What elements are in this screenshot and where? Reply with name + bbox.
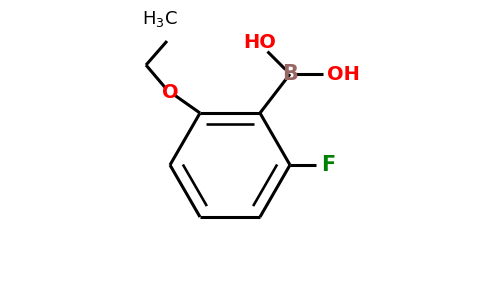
Text: O: O xyxy=(162,82,178,101)
Text: HO: HO xyxy=(243,33,276,52)
Text: F: F xyxy=(321,155,336,175)
Text: H$_3$C: H$_3$C xyxy=(142,9,178,29)
Text: OH: OH xyxy=(328,64,361,83)
Text: B: B xyxy=(282,64,298,84)
